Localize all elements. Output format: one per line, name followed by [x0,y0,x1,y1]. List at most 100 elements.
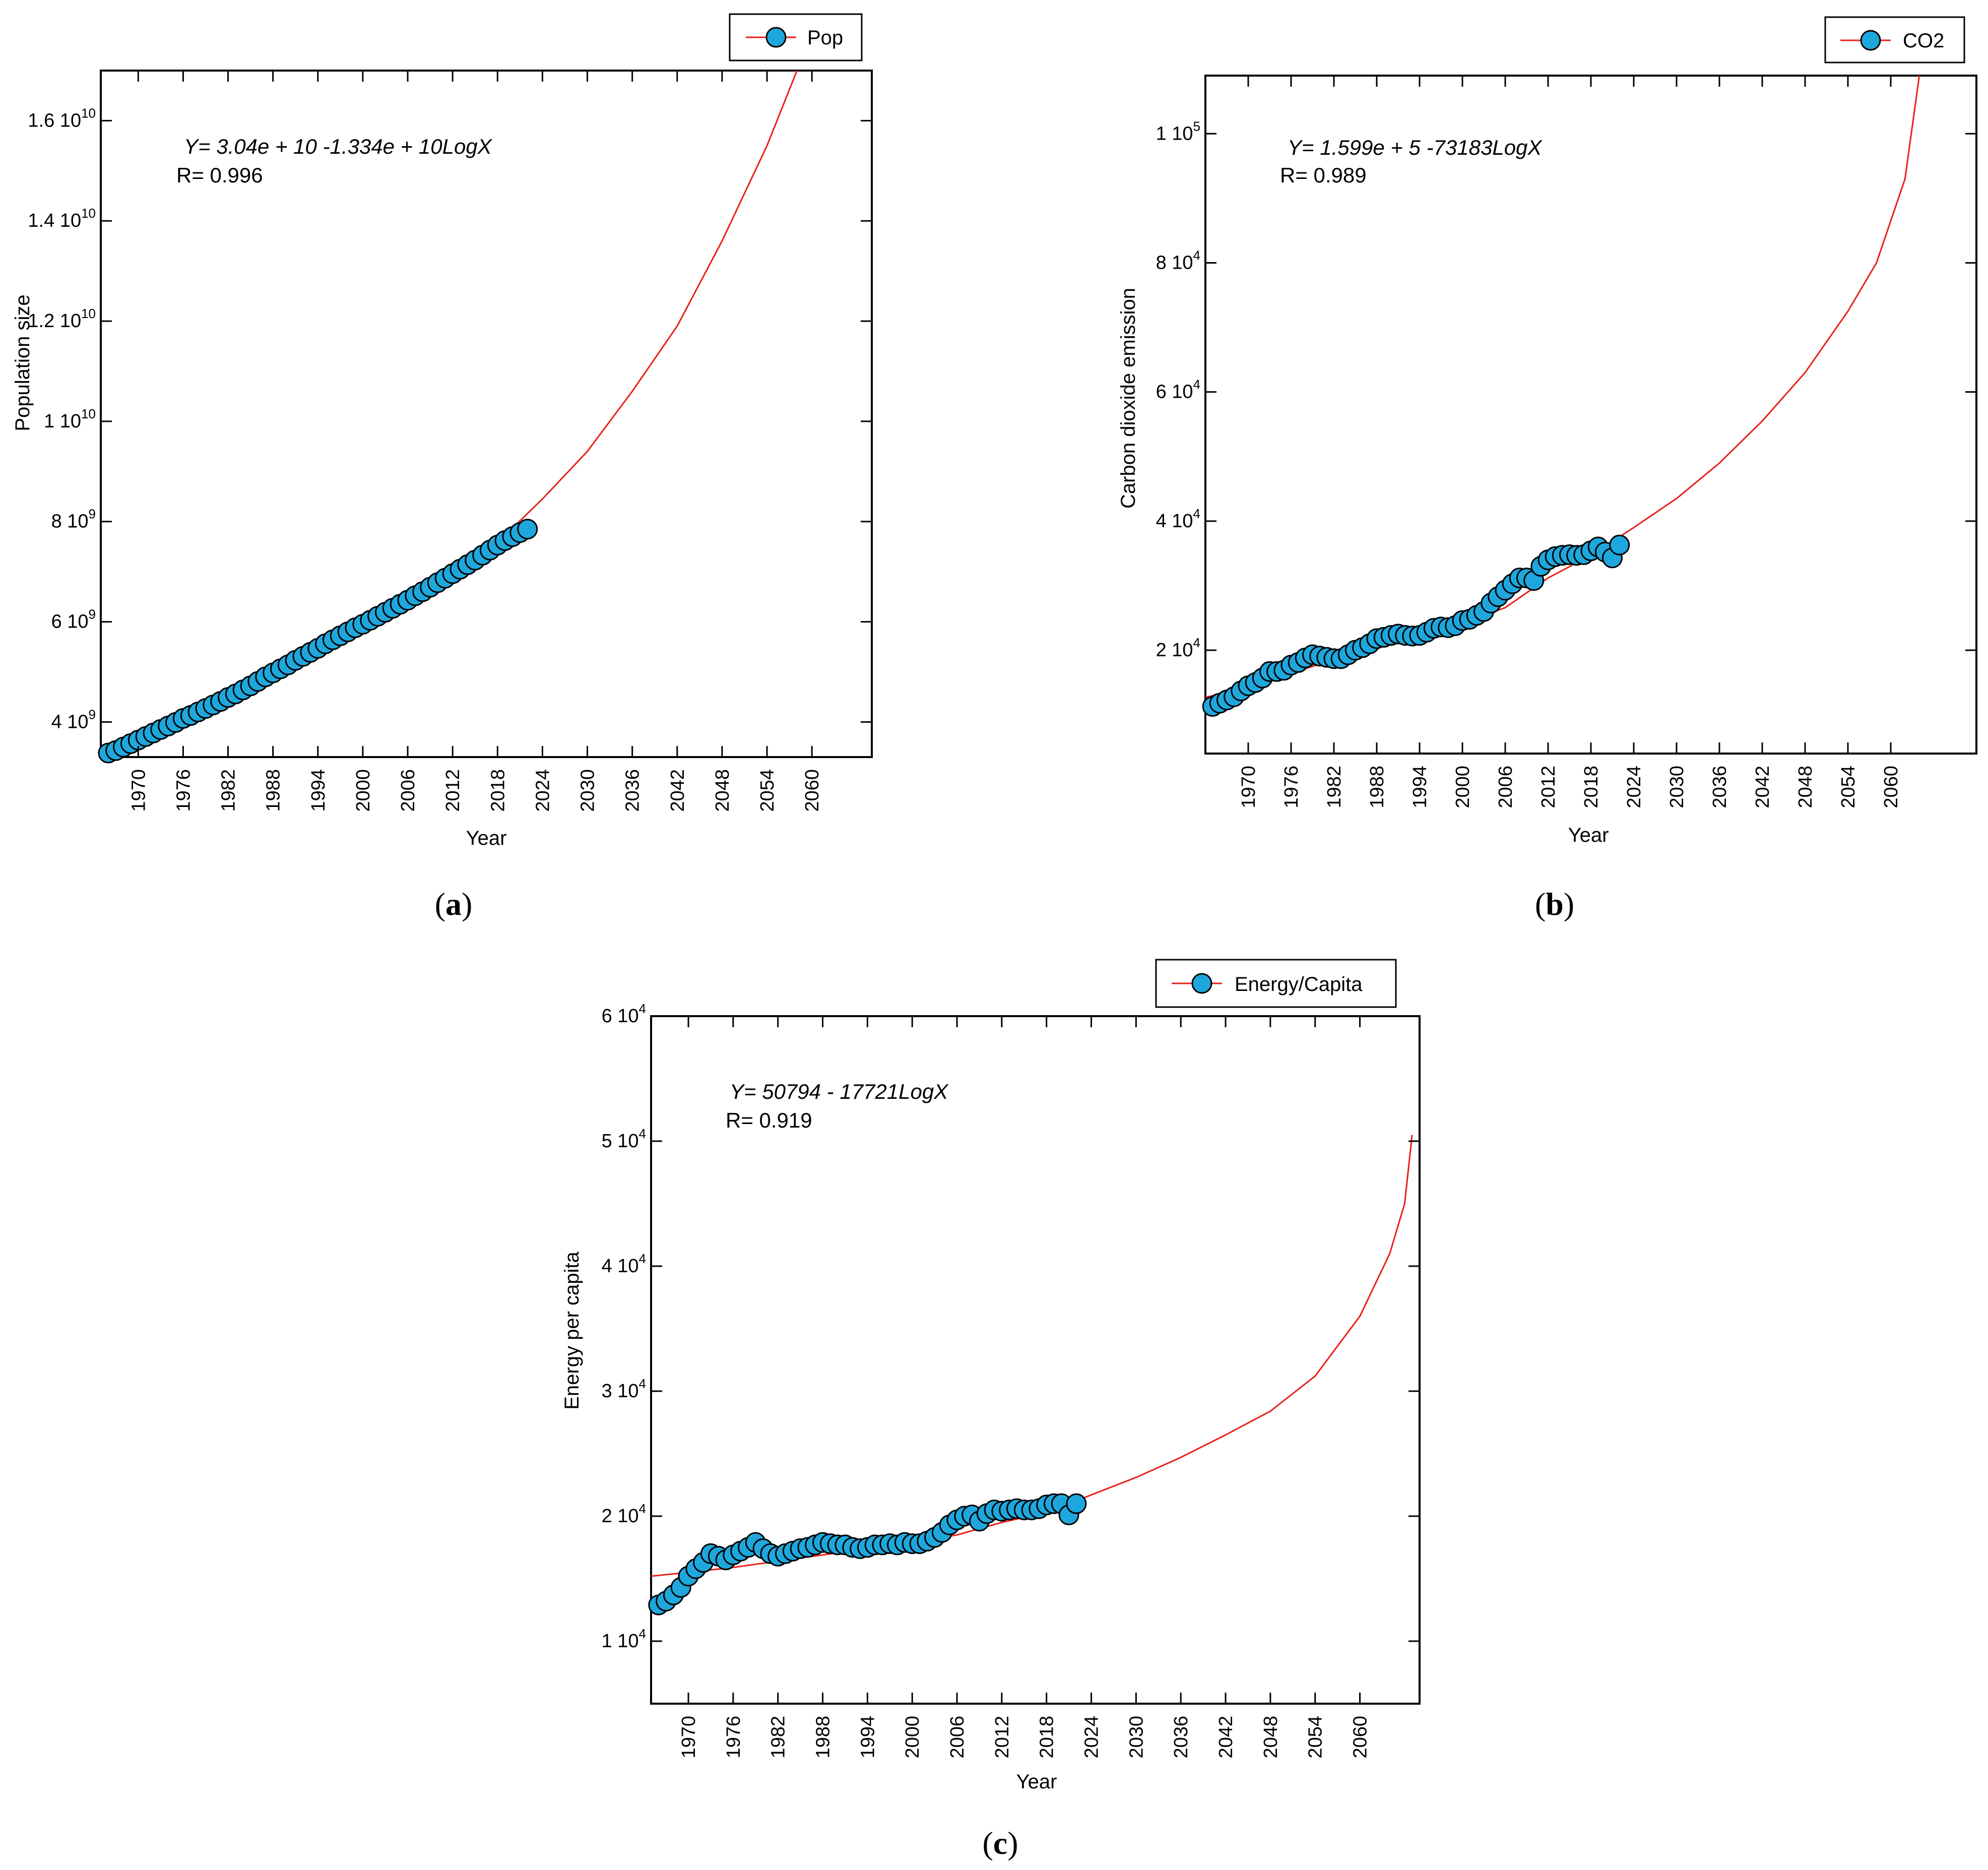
panel-label-a: (a) [435,886,473,922]
legend-label-a: Pop [807,27,843,49]
x-tick-label-b: 2018 [1581,766,1602,808]
y-tick-mantissa-b: 1 10 [1156,123,1193,144]
x-tick-label-a: 2048 [712,769,733,812]
x-tick-label-a: 2000 [353,769,374,812]
y-tick-mantissa-b: 6 10 [1156,382,1193,403]
equation-c: Y= 50794 - 17721LogX [730,1080,949,1103]
y-tick-exponent-b: 4 [1193,635,1200,650]
y-tick-label-a: 8 109 [51,507,96,532]
legend-b: CO2 [1824,16,1965,64]
y-tick-mantissa-b: 2 10 [1156,640,1193,661]
x-tick-label-c: 2036 [1171,1716,1192,1759]
x-tick-label-c: 2018 [1037,1716,1058,1759]
y-tick-label-b: 8 104 [1156,247,1200,273]
x-axis-title-c: Year [1016,1771,1057,1793]
x-tick-label-b: 1976 [1281,766,1302,808]
y-tick-mantissa-c: 4 10 [602,1256,639,1277]
y-tick-exponent-a: 9 [89,607,96,622]
y-tick-label-b: 2 104 [1156,635,1200,661]
y-tick-label-a: 1.4 1010 [28,206,96,231]
y-tick-label-c: 4 104 [602,1251,646,1277]
y-tick-label-a: 1.6 1010 [28,105,96,131]
legend-c: Energy/Capita [1155,959,1397,1008]
x-tick-label-a: 2018 [487,769,508,812]
y-tick-exponent-a: 10 [81,306,96,321]
y-tick-mantissa-a: 1.6 10 [28,110,81,131]
y-tick-label-c: 3 104 [602,1376,646,1402]
x-tick-label-b: 2024 [1624,766,1645,808]
x-tick-label-c: 2054 [1305,1716,1326,1759]
x-tick-label-a: 2012 [442,769,464,812]
y-tick-exponent-b: 4 [1193,506,1200,521]
x-tick-label-a: 2030 [578,769,599,812]
y-tick-mantissa-c: 3 10 [602,1381,639,1402]
panel-letter-c: c [993,1825,1007,1861]
legend-a: Pop [729,13,863,61]
y-tick-exponent-c: 4 [639,1001,646,1016]
y-tick-mantissa-a: 1.4 10 [28,210,81,231]
x-tick-label-a: 2036 [622,769,644,812]
x-tick-label-a: 2006 [398,769,419,812]
y-tick-exponent-a: 9 [89,707,96,722]
x-tick-label-c: 2042 [1215,1716,1237,1759]
y-tick-exponent-b: 4 [1193,377,1200,392]
x-tick-label-c: 2024 [1081,1716,1103,1759]
data-point-c [1066,1493,1087,1514]
x-tick-label-a: 1976 [173,769,194,812]
panel-label-c: (c) [982,1825,1018,1861]
chart-panel-a: 1970 1976 1982 1988 1994 2000 2006 2012 2018 2024… [12,13,873,922]
data-point-a [517,519,538,540]
y-tick-mantissa-b: 8 10 [1156,252,1193,273]
r-value-a: R= 0.996 [176,163,263,187]
y-tick-label-c: 2 104 [602,1501,646,1527]
legend-marker-c [1191,973,1212,994]
x-tick-label-c: 2060 [1350,1716,1371,1759]
x-tick-label-b: 2036 [1709,766,1730,808]
y-axis-title-a: Population size [12,294,34,431]
equation-b: Y= 1.599e + 5 -73183LogX [1288,136,1543,159]
y-tick-label-b: 6 104 [1156,377,1200,403]
y-tick-exponent-c: 4 [639,1626,646,1641]
r-value-c: R= 0.919 [726,1108,812,1132]
x-tick-label-b: 1970 [1238,766,1259,808]
x-tick-label-b: 2006 [1495,766,1516,808]
x-tick-label-a: 1988 [263,769,284,812]
y-tick-exponent-b: 5 [1193,118,1200,134]
y-tick-exponent-a: 9 [89,507,96,522]
y-tick-label-c: 1 104 [602,1626,646,1652]
y-tick-label-c: 6 104 [602,1001,646,1027]
legend-label-c: Energy/Capita [1235,973,1363,995]
x-axis-title-a: Year [466,827,507,849]
x-tick-label-a: 2060 [802,769,823,812]
y-tick-label-b: 1 105 [1156,118,1200,144]
y-tick-mantissa-a: 6 10 [51,611,89,633]
x-tick-label-c: 1970 [678,1716,699,1759]
x-tick-label-a: 1994 [308,769,329,812]
y-axis-title-b: Carbon dioxide emission [1117,288,1139,509]
y-tick-exponent-a: 10 [81,105,96,120]
y-tick-mantissa-a: 1 10 [44,411,81,432]
y-tick-label-a: 6 109 [51,607,96,633]
x-tick-label-a: 2042 [667,769,688,812]
fit-and-points-b [1202,76,1920,717]
y-tick-mantissa-c: 2 10 [602,1506,639,1527]
y-axis-title-c: Energy per capita [561,1251,583,1409]
x-tick-label-c: 1988 [813,1716,834,1759]
y-tick-exponent-a: 10 [81,206,96,221]
x-tick-label-b: 2000 [1452,766,1473,808]
x-tick-label-b: 2012 [1538,766,1559,808]
panel-label-b: (b) [1535,886,1574,922]
x-axis-ticks-a: 1970 1976 1982 1988 1994 2000 2006 2012 2018 2024… [128,71,823,812]
legend-marker-b [1860,30,1881,51]
y-tick-exponent-c: 4 [639,1501,646,1516]
panel-letter-b: b [1546,886,1564,922]
x-tick-label-a: 1982 [218,769,239,812]
y-tick-mantissa-c: 1 10 [602,1631,639,1652]
equation-a: Y= 3.04e + 10 -1.334e + 10LogX [184,135,493,158]
x-tick-label-c: 2048 [1260,1716,1281,1759]
y-tick-label-b: 4 104 [1156,506,1200,532]
